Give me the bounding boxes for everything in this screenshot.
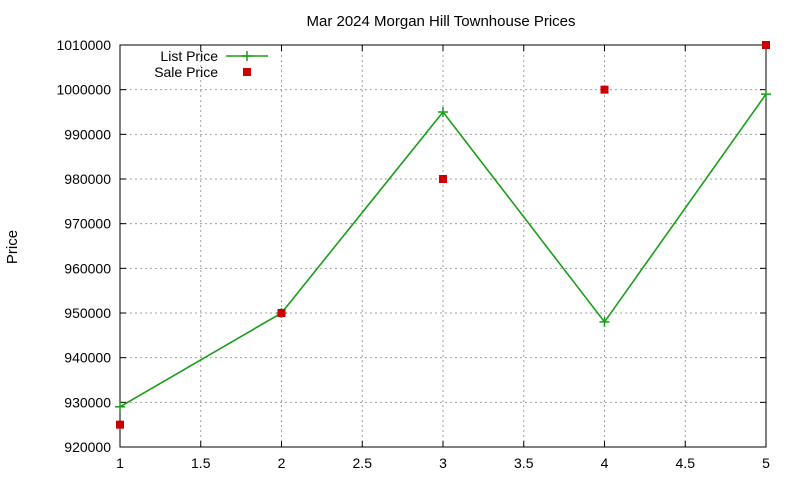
legend-sale-price-marker: [243, 68, 251, 76]
list-price-point: [599, 316, 610, 327]
x-tick-label: 1: [116, 455, 124, 471]
x-tick-label: 2: [278, 455, 286, 471]
legend-label-list-price: List Price: [160, 48, 218, 64]
y-tick-label: 970000: [64, 216, 111, 232]
list-price-point: [761, 89, 771, 100]
x-tick-label: 3: [439, 455, 447, 471]
y-tick-label: 920000: [64, 439, 111, 455]
plot-frame: [119, 44, 767, 448]
sale-price-point: [116, 420, 124, 429]
x-tick-label: 5: [762, 455, 770, 471]
axes: 1 1.5 2 2.5 3 3.5 4 4.5 5 920000 930000 940000 95000…: [56, 37, 770, 471]
y-tick-label: 980000: [64, 171, 111, 187]
series-layer: [115, 41, 771, 429]
x-tick-label: 1.5: [191, 455, 211, 471]
chart-title: Mar 2024 Morgan Hill Townhouse Prices: [306, 13, 575, 30]
x-tick-label: 4: [601, 455, 609, 471]
x-tick-label: 2.5: [353, 455, 373, 471]
y-tick-label: 940000: [64, 350, 111, 366]
sale-price-point: [439, 175, 447, 183]
legend-list-price-marker: [242, 51, 252, 61]
list-price-point: [115, 401, 125, 412]
y-axis-label: Price: [4, 230, 21, 264]
y-tick-label: 950000: [64, 305, 111, 321]
legend-label-sale-price: Sale Price: [154, 64, 218, 80]
sale-price-point: [600, 85, 609, 94]
y-tick-label: 960000: [64, 260, 111, 276]
sale-price-point: [277, 309, 286, 317]
y-tick-label: 990000: [64, 126, 111, 142]
list-price-point: [438, 107, 448, 117]
y-tick-label: 1000000: [56, 82, 111, 98]
x-tick-label: 4.5: [676, 455, 696, 471]
sale-price-point: [762, 41, 770, 49]
x-tick-label: 3.5: [514, 455, 534, 471]
grid: [120, 45, 766, 447]
y-tick-label: 1010000: [56, 37, 111, 53]
y-tick-label: 930000: [64, 394, 111, 410]
